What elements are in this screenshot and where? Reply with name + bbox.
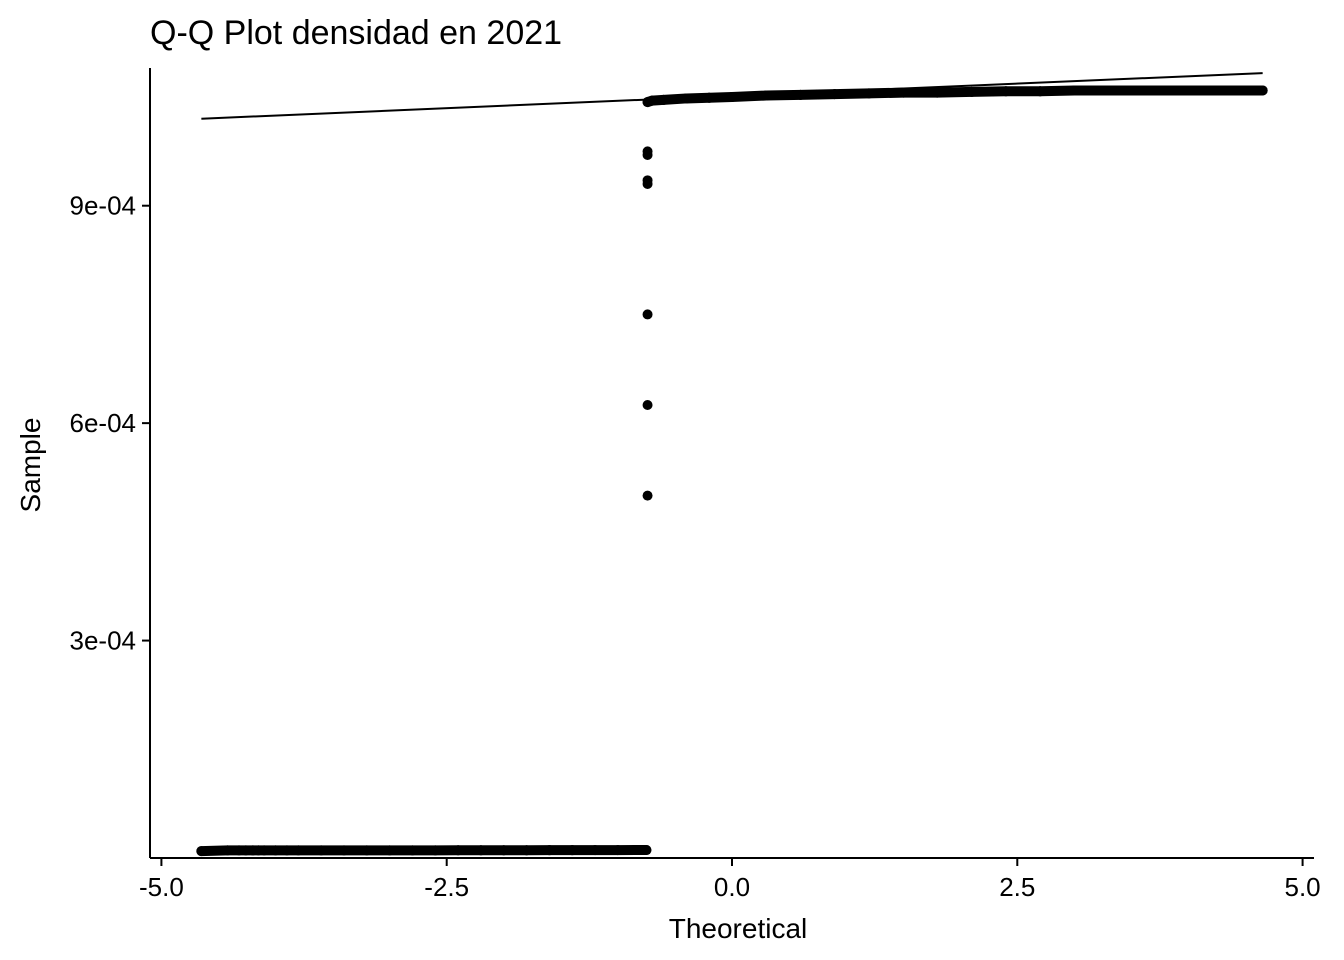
data-point <box>642 309 653 320</box>
data-point <box>642 146 653 157</box>
x-tick-label: 2.5 <box>999 872 1035 902</box>
data-point-run <box>727 90 772 102</box>
data-point-run <box>932 86 977 98</box>
data-point-run <box>863 87 909 99</box>
y-axis-label: Sample <box>15 418 46 513</box>
x-tick-label: 0.0 <box>714 872 750 902</box>
x-tick-label: -5.0 <box>139 872 184 902</box>
x-tick-label: 5.0 <box>1285 872 1321 902</box>
x-axis-label: Theoretical <box>669 913 808 944</box>
data-point-run <box>761 89 806 101</box>
data-point <box>642 490 653 501</box>
chart-title: Q-Q Plot densidad en 2021 <box>150 14 562 52</box>
data-point-run <box>795 89 840 100</box>
data-point-run <box>829 88 874 100</box>
data-points <box>196 85 1268 857</box>
data-point-run <box>966 86 1011 97</box>
x-tick-label: -2.5 <box>424 872 469 902</box>
data-point <box>642 175 653 186</box>
y-axis: 3e-04 6e-04 9e-04 <box>70 68 151 858</box>
x-axis: -5.0 -2.5 0.0 2.5 5.0 <box>139 857 1321 902</box>
y-tick-label: 3e-04 <box>70 626 137 656</box>
data-point-run <box>1035 85 1080 97</box>
data-point <box>642 400 653 411</box>
y-tick-label: 9e-04 <box>70 191 137 221</box>
y-tick-label: 6e-04 <box>70 408 137 438</box>
